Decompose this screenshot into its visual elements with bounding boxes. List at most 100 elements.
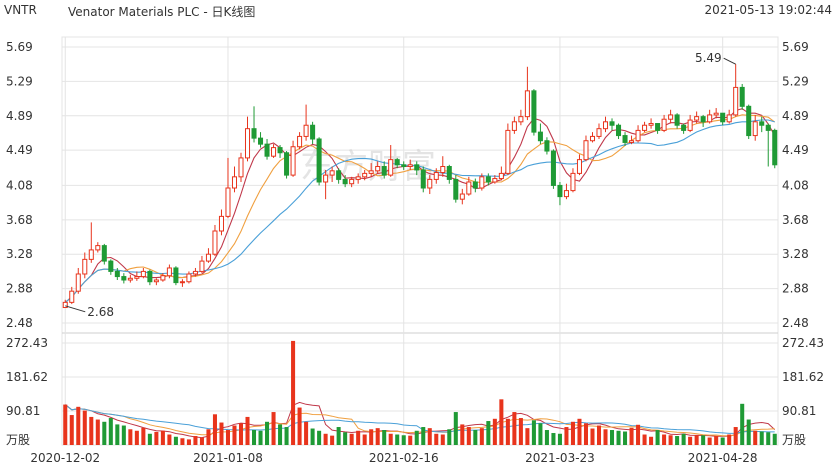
volume-bar [330, 435, 335, 445]
volume-bar [134, 430, 139, 445]
y-tick-right: 5.29 [782, 74, 809, 88]
candle-body [75, 273, 81, 292]
candle-body [498, 172, 504, 180]
candle-body [629, 140, 635, 143]
candle-body [375, 166, 381, 172]
volume-bar [225, 430, 230, 445]
volume-bar [173, 436, 178, 445]
volume-bar [447, 429, 452, 445]
volume-bar [453, 412, 458, 445]
volume-bar [714, 436, 719, 445]
candle-body [713, 112, 719, 116]
volume-bar [492, 418, 497, 445]
volume-bar [186, 439, 191, 445]
volume-bar [82, 410, 87, 445]
candle-body [700, 116, 706, 123]
volume-tick-left: 272.43 [6, 336, 48, 350]
candle-body [602, 121, 609, 130]
volume-bar [753, 430, 758, 445]
volume-bar [733, 427, 738, 445]
candle-body [694, 116, 700, 121]
candle-body [218, 215, 224, 232]
volume-bar [310, 428, 315, 445]
grid-lines [61, 36, 779, 446]
volume-bar [707, 437, 712, 445]
volume-bar [395, 434, 400, 445]
volume-bar [121, 425, 126, 445]
volume-bar [766, 432, 771, 445]
volume-bar [616, 430, 621, 445]
candle-body [459, 193, 465, 200]
volume-bar [655, 430, 660, 445]
volume-bar [160, 430, 165, 445]
volume-bar [102, 421, 107, 445]
volume-bar [512, 412, 517, 445]
volume-bar [694, 435, 699, 445]
high-leader [723, 57, 736, 65]
x-tick-label: 2021-01-08 [193, 451, 263, 465]
candle-body [655, 123, 661, 131]
volume-bar [759, 431, 764, 445]
ticker-label: VNTR [4, 3, 37, 17]
volume-unit-left: 万股 [6, 433, 30, 447]
candle-body [381, 166, 387, 176]
volume-bar [336, 427, 341, 445]
volume-bar [603, 429, 608, 445]
low-leader [65, 305, 86, 313]
candle-body [166, 267, 172, 277]
volume-bar [63, 404, 68, 445]
candle-body [114, 270, 120, 278]
volume-bar [772, 433, 777, 445]
volume-bar [154, 431, 159, 445]
volume-ma10-line [64, 404, 775, 437]
candle-body [303, 124, 309, 137]
volume-bar [212, 414, 217, 445]
candle-body [433, 172, 439, 180]
candle-body [388, 159, 394, 176]
candle-body [583, 140, 589, 161]
volume-bar [128, 429, 133, 445]
candle-body [244, 128, 251, 159]
volume-unit-right: 万股 [782, 433, 806, 447]
candle-body [414, 164, 420, 171]
y-tick-left: 4.08 [6, 178, 33, 192]
volume-bar [401, 435, 406, 445]
volume-bar [486, 421, 491, 445]
volume-tick-right: 272.43 [782, 336, 824, 350]
volume-bar [531, 420, 536, 445]
y-tick-left: 3.68 [6, 213, 33, 227]
volume-bar [258, 430, 263, 445]
volume-bar [551, 433, 556, 445]
candle-body [290, 146, 296, 176]
y-tick-left: 4.89 [6, 109, 33, 123]
candle-body [648, 123, 654, 126]
volume-bar [408, 435, 413, 445]
candle-body [479, 176, 485, 189]
volume-bar [291, 340, 296, 445]
volume-bar [564, 427, 569, 445]
candle-body [95, 245, 101, 251]
y-tick-right: 4.89 [782, 109, 809, 123]
volume-bar [649, 436, 654, 445]
candle-body [394, 159, 400, 166]
volume-bar [141, 427, 146, 445]
candle-body [570, 172, 576, 192]
low-price-label: 2.68 [87, 305, 114, 319]
volume-bar [434, 433, 439, 445]
candle-body [674, 114, 680, 126]
candle-body [173, 267, 179, 284]
volume-bar [180, 438, 185, 445]
candle-body [726, 114, 732, 123]
datetime-stamp: 2021-05-13 19:02:44 [704, 3, 832, 17]
volume-bar [245, 416, 250, 445]
volume-bar [108, 418, 113, 445]
candle-body [277, 147, 283, 154]
y-tick-left: 4.49 [6, 143, 33, 157]
candle-body [759, 121, 765, 126]
volume-bar [636, 424, 641, 445]
y-tick-right: 2.88 [782, 282, 809, 296]
candle-body [707, 114, 713, 123]
volume-tick-right: 90.81 [782, 404, 816, 418]
candle-body [69, 290, 75, 303]
